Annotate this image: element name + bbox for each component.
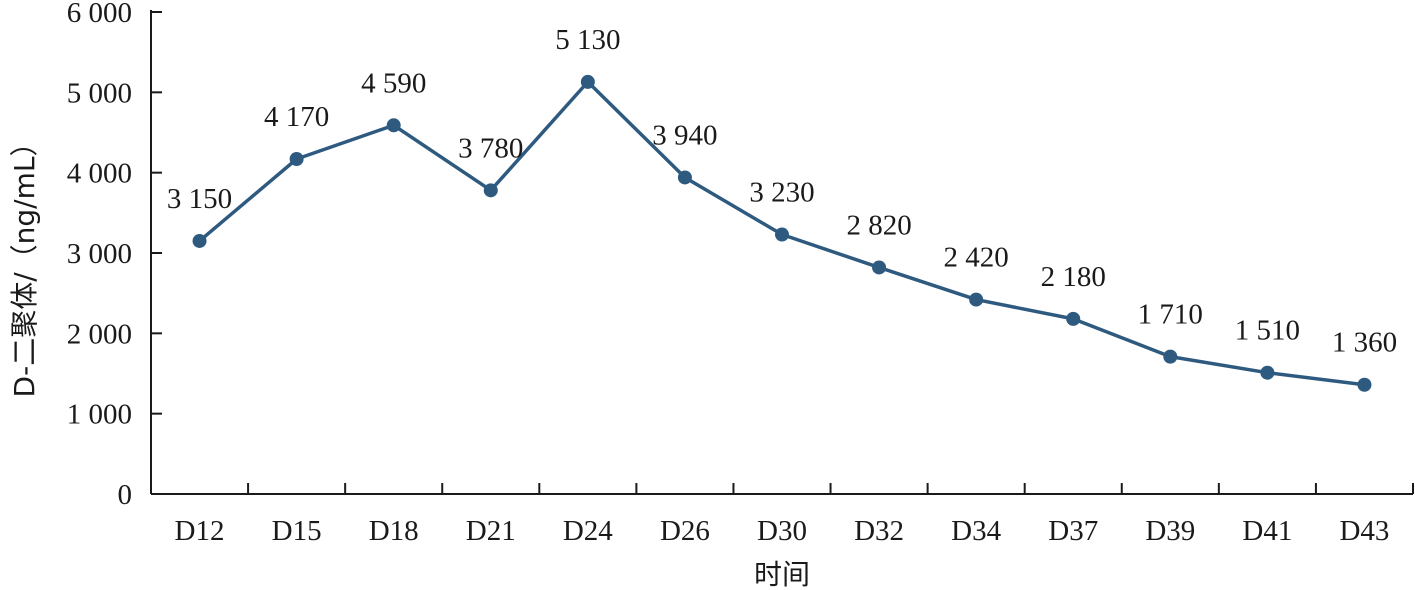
x-axis-title: 时间 [754,558,810,590]
x-tick-label: D21 [466,515,516,547]
x-tick-label: D39 [1145,515,1195,547]
data-label: 2 420 [944,242,1009,274]
data-point [775,227,789,242]
y-tick-label: 3 000 [67,238,132,270]
data-label: 2 180 [1041,261,1106,293]
data-point [386,118,401,133]
data-point [969,292,984,307]
data-points [192,74,1372,392]
x-tick-label: D37 [1048,515,1098,547]
data-label: 5 130 [555,24,620,56]
data-label: 4 590 [361,67,426,99]
x-tick-label: D43 [1339,515,1389,547]
data-point [1163,349,1178,364]
y-tick-label: 5 000 [67,77,132,109]
y-tick-label: 2 000 [67,318,132,350]
data-label: 4 170 [264,101,329,133]
data-point [483,183,498,198]
data-label: 3 940 [652,119,717,151]
y-tick-label: 6 000 [67,0,132,29]
data-point [872,260,887,275]
y-tick-label: 1 000 [67,399,132,431]
data-point [677,170,692,185]
data-label: 3 150 [167,183,232,215]
data-point [1066,311,1081,326]
data-point [192,233,207,248]
y-axis-ticks: 0 1 000 2 000 3 000 4 000 5 000 6 000 [67,0,162,511]
data-label: 1 510 [1235,315,1300,347]
x-tick-label: D32 [854,515,904,547]
data-point [580,74,595,89]
x-tick-label: D12 [175,515,225,547]
data-point [289,152,304,167]
x-tick-label: D41 [1242,515,1292,547]
y-tick-label: 4 000 [67,158,132,190]
x-tick-label: D15 [272,515,322,547]
x-tick-label: D30 [757,515,807,547]
data-label: 1 710 [1138,299,1203,331]
data-label: 1 360 [1332,327,1397,359]
y-tick-label: 0 [118,479,133,511]
data-label: 3 780 [458,132,523,164]
data-point [1260,365,1275,380]
x-tick-label: D26 [660,515,710,547]
x-axis-ticks: D12 D15 D18 D21 D24 D26 D30 D32 D34 D37 D39 D41 D43 [175,483,1414,547]
data-labels: 3 150 4 170 4 590 3 780 5 130 3 940 3 230 2 820… [167,24,1397,359]
y-axis-title: D-二聚体/（ng/mL） [8,129,41,398]
x-tick-label: D34 [951,515,1001,547]
x-tick-label: D18 [369,515,419,547]
data-point [1357,377,1372,392]
x-tick-label: D24 [563,515,613,547]
data-label: 3 230 [749,177,814,209]
data-label: 2 820 [846,209,911,241]
